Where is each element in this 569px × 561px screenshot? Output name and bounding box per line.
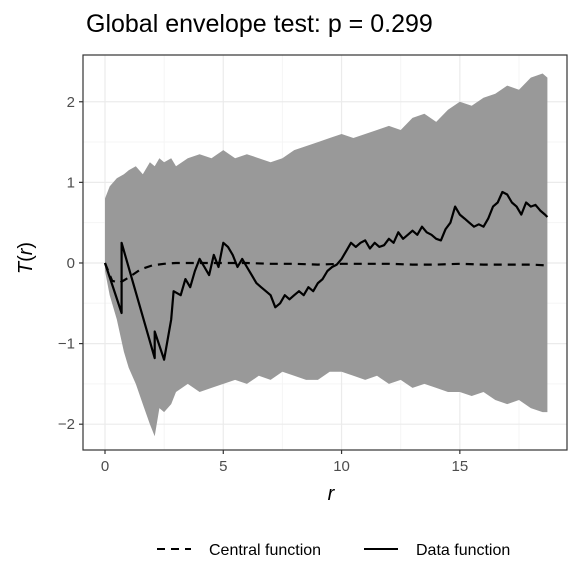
x-tick-label: 5 xyxy=(219,458,227,475)
x-axis-title: r xyxy=(328,483,336,505)
y-axis-title: T(r) xyxy=(15,242,37,274)
y-axis: −2 −1 0 1 2 xyxy=(58,94,83,433)
y-tick-label: 1 xyxy=(67,174,75,191)
data-function-line xyxy=(103,190,549,361)
plot-panel xyxy=(82,54,568,451)
y-axis-title-open: ( xyxy=(15,255,37,262)
x-tick-label: 0 xyxy=(101,458,109,475)
y-axis-title-r: r xyxy=(15,247,37,255)
x-tick-label: 10 xyxy=(333,458,350,475)
chart-title: Global envelope test: p = 0.299 xyxy=(86,10,433,38)
x-tick-label: 15 xyxy=(451,458,468,475)
y-tick-label: −2 xyxy=(58,416,75,433)
y-tick-label: 2 xyxy=(67,94,75,111)
panel-border xyxy=(82,54,568,451)
y-axis-title-T: T xyxy=(15,260,37,274)
legend: Central function Data function xyxy=(157,542,510,559)
envelope-band xyxy=(105,73,548,437)
legend-label-central: Central function xyxy=(209,542,321,559)
x-axis: 0 5 10 15 xyxy=(101,450,468,475)
central-function-line xyxy=(103,261,548,285)
y-tick-label: −1 xyxy=(58,336,75,353)
y-tick-label: 0 xyxy=(67,255,75,272)
y-axis-title-close: ) xyxy=(15,242,37,249)
legend-label-data: Data function xyxy=(416,542,510,559)
